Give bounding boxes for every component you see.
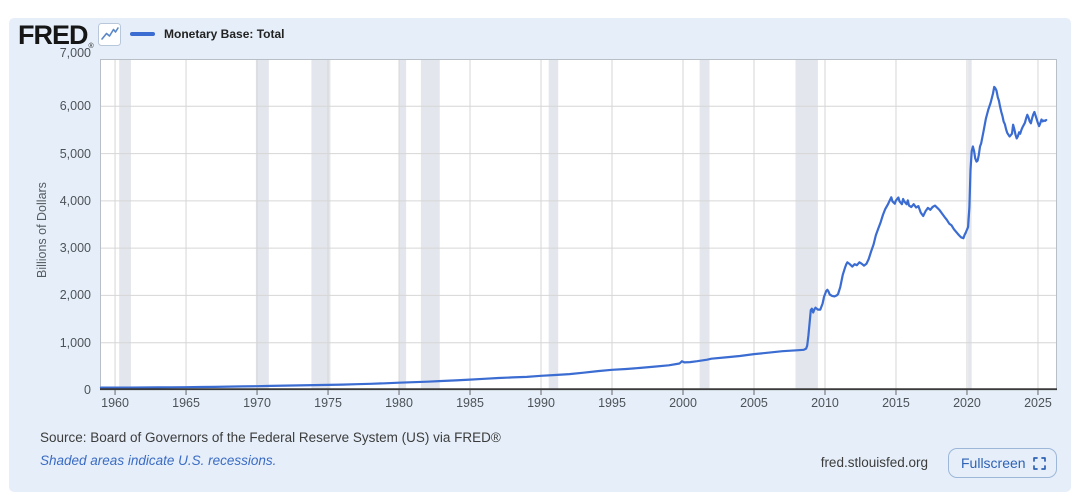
x-tick-label: 2005 — [740, 396, 768, 410]
recession-note: Shaded areas indicate U.S. recessions. — [40, 453, 277, 468]
recession-band — [548, 59, 559, 390]
source-text: Source: Board of Governors of the Federa… — [40, 430, 501, 445]
recession-band — [795, 59, 818, 390]
x-tick-label: 1975 — [314, 396, 342, 410]
y-tick-label: 2,000 — [59, 288, 91, 303]
y-tick-label: 5,000 — [59, 146, 91, 161]
recession-band — [119, 59, 131, 390]
x-tick-label: 2025 — [1024, 396, 1052, 410]
fred-logo[interactable]: FRED® — [18, 20, 94, 51]
x-tick-label: 1985 — [456, 396, 484, 410]
series-line-monetary-base — [99, 85, 1048, 389]
chart-canvas[interactable] — [99, 59, 1057, 397]
fullscreen-label: Fullscreen — [961, 455, 1026, 471]
x-tick-label: 1970 — [243, 396, 271, 410]
fred-site-link[interactable]: fred.stlouisfed.org — [820, 455, 928, 470]
plot-background — [100, 59, 1057, 390]
x-tick-label: 2000 — [669, 396, 697, 410]
fullscreen-icon — [1032, 456, 1046, 470]
recession-band — [420, 59, 440, 390]
recession-band — [699, 59, 710, 390]
x-tick-label: 1965 — [172, 396, 200, 410]
y-tick-label: 3,000 — [59, 241, 91, 256]
recession-band — [968, 59, 972, 390]
legend-label: Monetary Base: Total — [164, 27, 285, 41]
x-tick-label: 1995 — [598, 396, 626, 410]
x-tick-label: 2015 — [882, 396, 910, 410]
recession-band — [399, 59, 407, 390]
fullscreen-button[interactable]: Fullscreen — [948, 448, 1057, 478]
y-tick-label: 1,000 — [59, 335, 91, 350]
registered-mark: ® — [88, 43, 94, 50]
legend-line-swatch — [130, 32, 155, 36]
recession-band — [255, 59, 269, 390]
legend-item-monetary-base[interactable]: Monetary Base: Total — [130, 24, 284, 44]
plot-area[interactable] — [99, 59, 1057, 397]
x-tick-label: 1960 — [101, 396, 129, 410]
x-tick-label: 2010 — [811, 396, 839, 410]
fred-chart-widget: FRED® Monetary Base: Total Billions of D… — [9, 18, 1071, 492]
fred-logo-text: FRED — [18, 20, 88, 50]
mini-chart-icon — [98, 23, 121, 46]
y-tick-label: 4,000 — [59, 193, 91, 208]
x-tick-label: 1980 — [385, 396, 413, 410]
y-tick-label: 0 — [84, 383, 91, 397]
recession-band — [311, 59, 331, 390]
y-tick-label: 6,000 — [59, 99, 91, 114]
x-tick-label: 1990 — [527, 396, 555, 410]
x-tick-label: 2020 — [953, 396, 981, 410]
y-tick-label: 7,000 — [59, 46, 91, 60]
